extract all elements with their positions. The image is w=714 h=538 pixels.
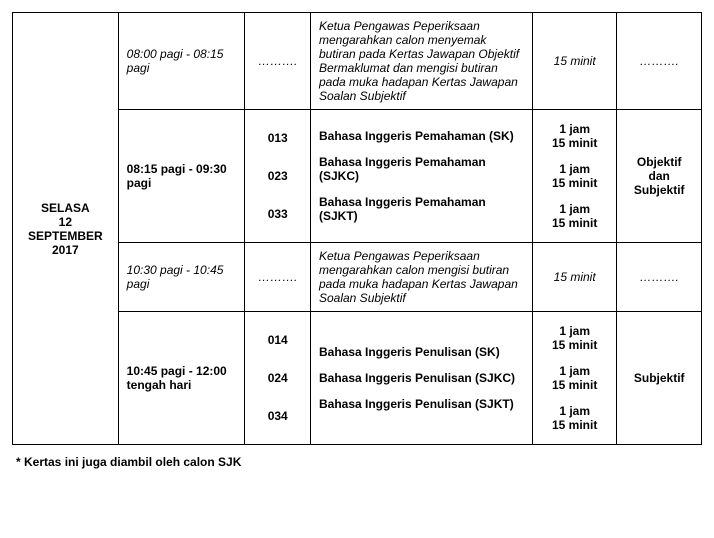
year: 2017 xyxy=(21,243,110,257)
duration: 1 jam15 minit xyxy=(541,398,609,438)
duration: 1 jam15 minit xyxy=(541,318,609,358)
code-cell: ………. xyxy=(245,13,311,110)
time-cell: 08:00 pagi - 08:15 pagi xyxy=(118,13,245,110)
duration: 1 jam15 minit xyxy=(541,116,609,156)
subject: Bahasa Inggeris Pemahaman (SJKC) xyxy=(319,149,524,189)
subject-cell: Bahasa Inggeris Pemahaman (SK) Bahasa In… xyxy=(310,110,532,243)
code: 014 xyxy=(253,321,302,359)
type-cell: Objektif dan Subjektif xyxy=(617,110,702,243)
code: 034 xyxy=(253,397,302,435)
subject: Bahasa Inggeris Pemahaman (SJKT) xyxy=(319,189,524,229)
subject: Bahasa Inggeris Penulisan (SK) xyxy=(319,339,524,365)
time-cell: 10:45 pagi - 12:00 tengah hari xyxy=(118,312,245,445)
footnote: * Kertas ini juga diambil oleh calon SJK xyxy=(16,455,702,469)
code: 033 xyxy=(253,195,302,233)
subject-cell: Ketua Pengawas Peperiksaan mengarahkan c… xyxy=(310,243,532,312)
duration-cell: 1 jam15 minit 1 jam15 minit 1 jam15 mini… xyxy=(532,110,617,243)
exam-schedule-table: SELASA 12 SEPTEMBER 2017 08:00 pagi - 08… xyxy=(12,12,702,445)
code-cell: ………. xyxy=(245,243,311,312)
day-cell: SELASA 12 SEPTEMBER 2017 xyxy=(13,13,119,445)
type-cell: ………. xyxy=(617,13,702,110)
code: 023 xyxy=(253,157,302,195)
time-cell: 08:15 pagi - 09:30 pagi xyxy=(118,110,245,243)
type-cell: ………. xyxy=(617,243,702,312)
subject-cell: Bahasa Inggeris Penulisan (SK) Bahasa In… xyxy=(310,312,532,445)
code-cell: 014 024 034 xyxy=(245,312,311,445)
duration: 1 jam15 minit xyxy=(541,156,609,196)
subject-cell: Ketua Pengawas Peperiksaan mengarahkan c… xyxy=(310,13,532,110)
code-cell: 013 023 033 xyxy=(245,110,311,243)
weekday: SELASA xyxy=(21,201,110,215)
duration-cell: 15 minit xyxy=(532,13,617,110)
type-cell: Subjektif xyxy=(617,312,702,445)
duration-cell: 1 jam15 minit 1 jam15 minit 1 jam15 mini… xyxy=(532,312,617,445)
duration: 1 jam15 minit xyxy=(541,358,609,398)
code: 013 xyxy=(253,119,302,157)
duration-cell: 15 minit xyxy=(532,243,617,312)
date: 12 SEPTEMBER xyxy=(21,215,110,243)
subject: Bahasa Inggeris Penulisan (SJKT) xyxy=(319,391,524,417)
subject: Bahasa Inggeris Pemahaman (SK) xyxy=(319,123,524,149)
time-cell: 10:30 pagi - 10:45 pagi xyxy=(118,243,245,312)
code: 024 xyxy=(253,359,302,397)
duration: 1 jam15 minit xyxy=(541,196,609,236)
subject: Bahasa Inggeris Penulisan (SJKC) xyxy=(319,365,524,391)
